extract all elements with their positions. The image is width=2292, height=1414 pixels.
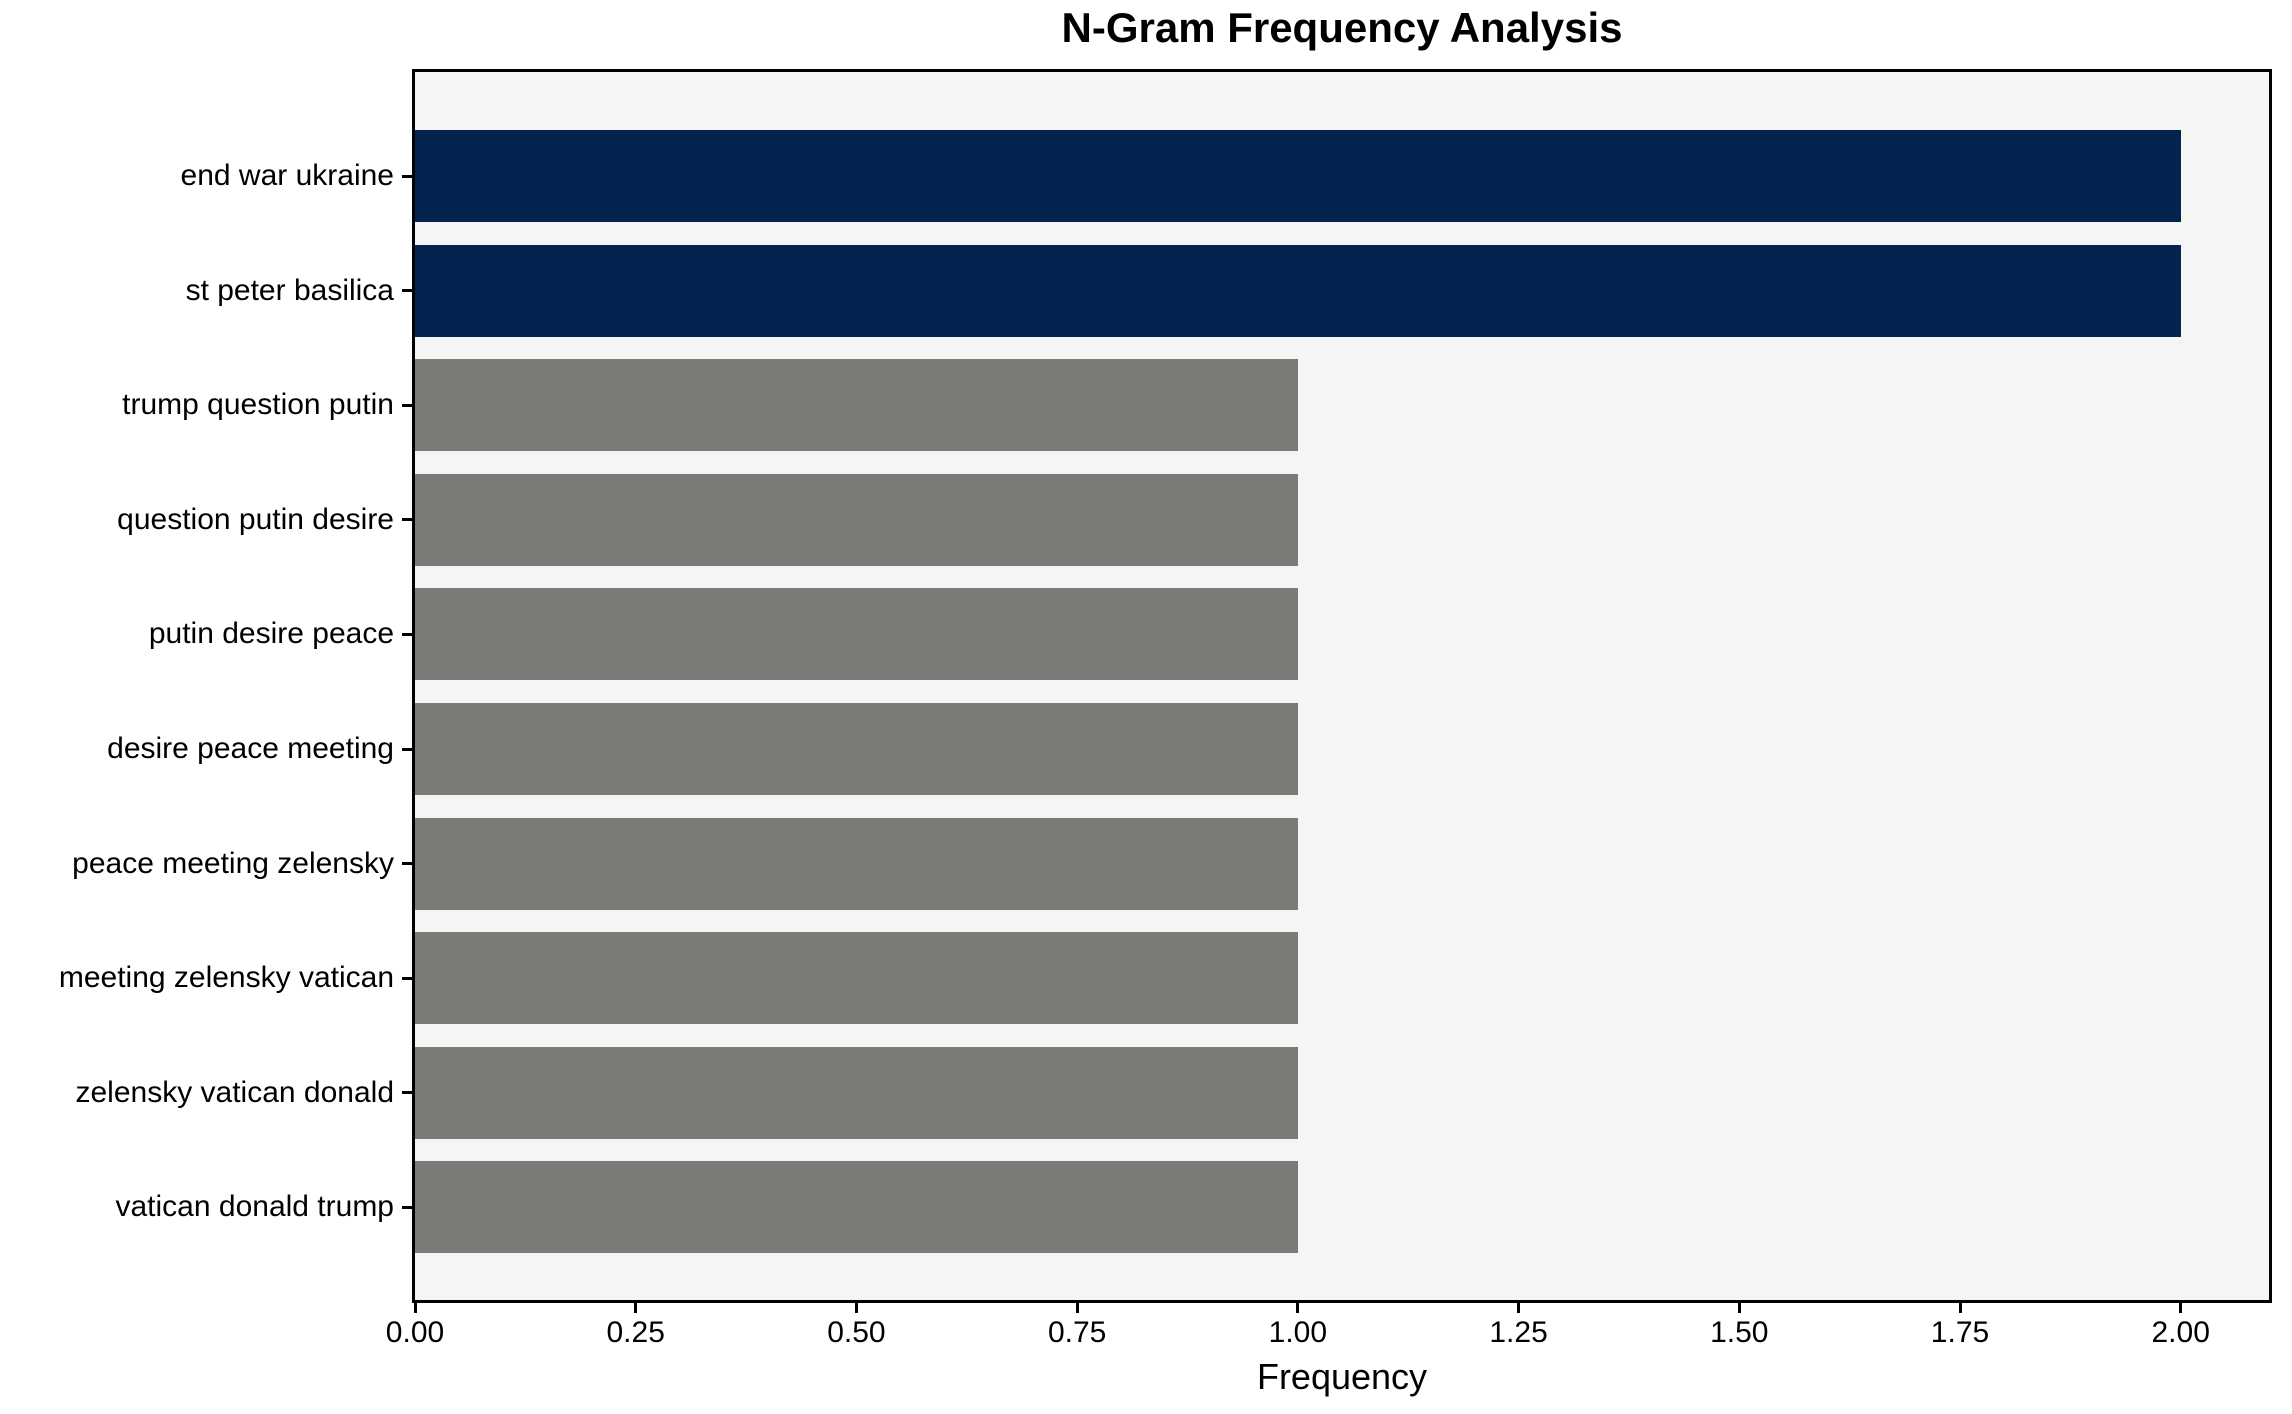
y-tick-label: peace meeting zelensky xyxy=(72,846,394,880)
y-tick-mark xyxy=(402,747,412,751)
x-tick-mark xyxy=(2179,1303,2183,1313)
y-tick-mark xyxy=(402,174,412,178)
x-tick-label: 0.75 xyxy=(1047,1316,1107,1349)
x-tick-label: 1.75 xyxy=(1930,1316,1990,1349)
x-tick-mark xyxy=(634,1303,638,1313)
x-tick-label: 2.00 xyxy=(2151,1316,2210,1349)
plot-area xyxy=(412,69,2272,1303)
x-tick-mark xyxy=(854,1303,858,1313)
bar-putin-desire-peace xyxy=(415,588,1298,681)
y-tick-label: desire peace meeting xyxy=(107,732,394,765)
chart-title: N-Gram Frequency Analysis xyxy=(1061,4,1623,51)
bar-vatican-donald-trump xyxy=(415,1161,1298,1254)
x-tick-label: 0.00 xyxy=(385,1316,445,1349)
bar-desire-peace-meeting xyxy=(415,703,1298,795)
y-tick-label: meeting zelensky vatican xyxy=(58,961,394,995)
y-tick-mark xyxy=(402,976,412,980)
y-tick-mark xyxy=(402,403,412,407)
bar-peace-meeting-zelensky xyxy=(415,817,1298,910)
bar-question-putin-desire xyxy=(415,473,1298,566)
x-axis-label: Frequency xyxy=(1256,1356,1428,1397)
y-tick-label: trump question putin xyxy=(122,388,394,422)
x-tick-label: 0.25 xyxy=(606,1316,665,1349)
bar-trump-question-putin xyxy=(415,359,1298,452)
y-tick-label: end war ukraine xyxy=(180,159,394,192)
y-tick-label: zelensky vatican donald xyxy=(75,1075,394,1109)
x-tick-mark xyxy=(413,1303,417,1313)
x-tick-label: 1.25 xyxy=(1489,1316,1548,1349)
y-tick-label: vatican donald trump xyxy=(115,1190,395,1224)
y-tick-mark xyxy=(402,632,412,636)
y-tick-mark xyxy=(402,1205,412,1209)
x-tick-mark xyxy=(1296,1303,1300,1313)
x-tick-label: 0.50 xyxy=(827,1316,886,1349)
y-tick-label: st peter basilica xyxy=(185,273,394,307)
y-tick-mark xyxy=(402,862,412,866)
y-tick-label: question putin desire xyxy=(117,502,394,536)
bar-end-war-ukraine xyxy=(415,130,2181,222)
x-tick-mark xyxy=(1075,1303,1079,1313)
bar-zelensky-vatican-donald xyxy=(415,1046,1298,1139)
x-tick-label: 1.00 xyxy=(1268,1316,1328,1349)
y-tick-mark xyxy=(402,518,412,522)
bar-st-peter-basilica xyxy=(415,244,2181,337)
y-tick-mark xyxy=(402,1091,412,1095)
x-tick-label: 1.50 xyxy=(1710,1316,1769,1349)
x-tick-mark xyxy=(1737,1303,1741,1313)
y-tick-label: putin desire peace xyxy=(148,617,394,651)
x-tick-mark xyxy=(1517,1303,1521,1313)
x-tick-mark xyxy=(1958,1303,1962,1313)
y-tick-mark xyxy=(402,289,412,293)
bar-meeting-zelensky-vatican xyxy=(415,932,1298,1025)
